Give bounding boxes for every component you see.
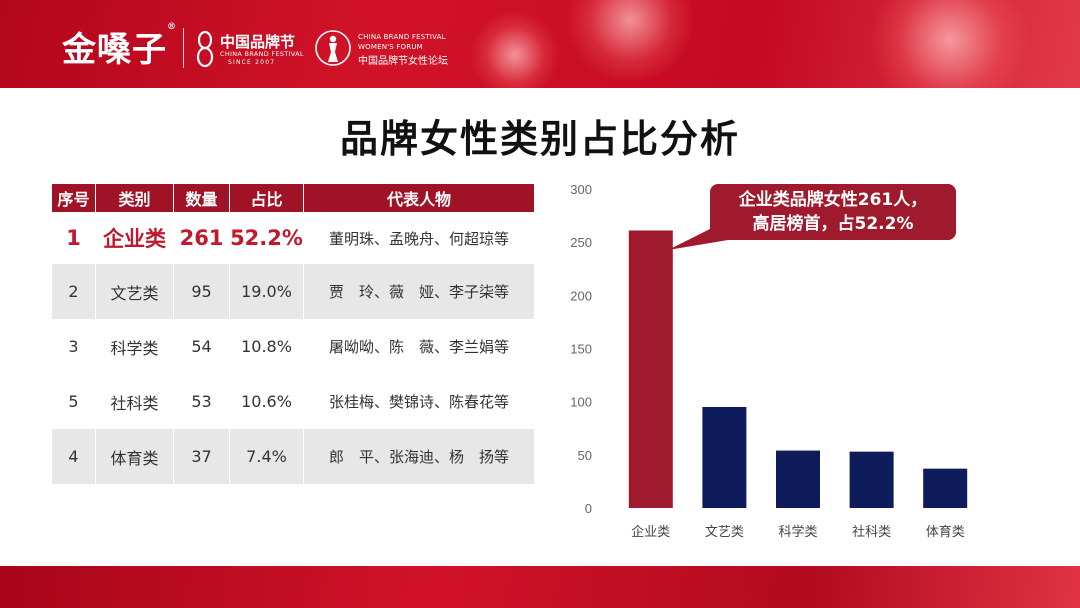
- y-tick-label: 200: [570, 288, 592, 303]
- table-row: 5 社科类 53 10.6% 张桂梅、樊锦诗、陈春花等: [52, 374, 534, 429]
- header-cell-count: 数量: [174, 184, 230, 212]
- table-row: 3 科学类 54 10.8% 屠呦呦、陈 薇、李兰娟等: [52, 319, 534, 374]
- callout-box: 企业类品牌女性261人， 高居榜首，占52.2%: [710, 184, 956, 240]
- cell-category: 体育类: [96, 429, 174, 484]
- table-row: 2 文艺类 95 19.0% 贾 玲、薇 娅、李子柒等: [52, 264, 534, 319]
- y-tick-label: 250: [570, 235, 592, 250]
- cell-index: 5: [52, 374, 96, 429]
- x-tick-label: 科学类: [778, 524, 817, 540]
- festival-since: SINCE 2007: [228, 59, 276, 66]
- page-title: 品牌女性类别占比分析: [339, 117, 740, 161]
- festival-eight-icon: [196, 30, 214, 68]
- cell-index: 4: [52, 429, 96, 484]
- cell-ratio: 52.2%: [230, 212, 304, 264]
- header-glow: [560, 0, 700, 80]
- x-tick-label: 体育类: [926, 524, 965, 540]
- y-tick-label: 300: [570, 182, 592, 197]
- y-tick-label: 150: [570, 342, 592, 357]
- header-cell-category: 类别: [96, 184, 174, 212]
- table-row: 1 企业类 261 52.2% 董明珠、孟晚舟、何超琼等: [52, 212, 534, 264]
- cell-index: 2: [52, 264, 96, 319]
- bar-企业类: [628, 230, 673, 508]
- table-row: 4 体育类 37 7.4% 郎 平、张海迪、杨 扬等: [52, 429, 534, 484]
- cell-count: 95: [174, 264, 230, 319]
- cell-category: 社科类: [96, 374, 174, 429]
- bar-社科类: [849, 451, 894, 508]
- table-header: 序号 类别 数量 占比 代表人物: [52, 184, 534, 212]
- cell-representatives: 屠呦呦、陈 薇、李兰娟等: [328, 338, 509, 356]
- bar-科学类: [776, 450, 820, 508]
- cell-ratio: 19.0%: [230, 264, 304, 319]
- header-cell-ratio: 占比: [230, 184, 304, 212]
- cell-count: 261: [174, 212, 230, 264]
- cell-representatives: 贾 玲、薇 娅、李子柒等: [328, 283, 509, 301]
- header-band: 金嗓子 ® 中国品牌节 CHINA BRAND FESTIVAL SINCE 2…: [0, 0, 1080, 88]
- cell-count: 37: [174, 429, 230, 484]
- y-tick-label: 100: [570, 395, 592, 410]
- cell-count: 53: [174, 374, 230, 429]
- bar-chart: 0 50 100 150 200 250 300 企业类 文艺类 科学类 社科类 体育类: [560, 175, 1020, 550]
- cell-ratio: 10.6%: [230, 374, 304, 429]
- cell-representatives: 郎 平、张海迪、杨 扬等: [328, 448, 509, 466]
- cell-ratio: 7.4%: [230, 429, 304, 484]
- cell-index: 1: [52, 212, 96, 264]
- bar-chart-svg: 0 50 100 150 200 250 300 企业类 文艺类 科学类 社科类 体育类: [570, 182, 968, 540]
- registered-mark: ®: [167, 22, 177, 32]
- logo-text: 金嗓子: [62, 30, 167, 70]
- forum-line3: 中国品牌节女性论坛: [358, 56, 448, 67]
- callout-line2: 高居榜首，占52.2%: [752, 214, 914, 234]
- bar-体育类: [923, 468, 968, 508]
- cell-category: 企业类: [96, 212, 174, 264]
- cell-ratio: 10.8%: [230, 319, 304, 374]
- logo: 金嗓子 ®: [62, 22, 176, 71]
- category-table: 序号 类别 数量 占比 代表人物 1 企业类 261 52.2% 董明珠、孟晚舟…: [52, 184, 534, 484]
- header-cell-representatives: 代表人物: [386, 190, 451, 209]
- cell-representatives: 董明珠、孟晚舟、何超琼等: [328, 229, 509, 248]
- cell-representatives: 张桂梅、樊锦诗、陈春花等: [328, 393, 509, 411]
- bar-文艺类: [702, 406, 747, 508]
- cell-category: 文艺类: [96, 264, 174, 319]
- footer-band: [0, 566, 1080, 608]
- cell-index: 3: [52, 319, 96, 374]
- cell-count: 54: [174, 319, 230, 374]
- callout-line1: 企业类品牌女性261人，: [738, 190, 928, 210]
- festival-cn: 中国品牌节: [220, 33, 296, 51]
- y-tick-label: 50: [578, 448, 592, 463]
- y-tick-label: 0: [585, 501, 592, 516]
- x-tick-label: 社科类: [852, 524, 891, 540]
- header-glow: [470, 10, 560, 88]
- forum-line2: WOMEN'S FORUM: [358, 43, 423, 51]
- forum-line1: CHINA BRAND FESTIVAL: [358, 33, 446, 41]
- logo-divider: [183, 28, 184, 68]
- x-tick-label: 企业类: [631, 524, 670, 540]
- cell-category: 科学类: [96, 319, 174, 374]
- festival-en: CHINA BRAND FESTIVAL: [220, 50, 304, 58]
- forum-emblem-icon: [315, 30, 351, 66]
- x-tick-label: 文艺类: [705, 525, 744, 540]
- header-cell-index: 序号: [52, 184, 96, 212]
- header-glow: [860, 0, 1040, 88]
